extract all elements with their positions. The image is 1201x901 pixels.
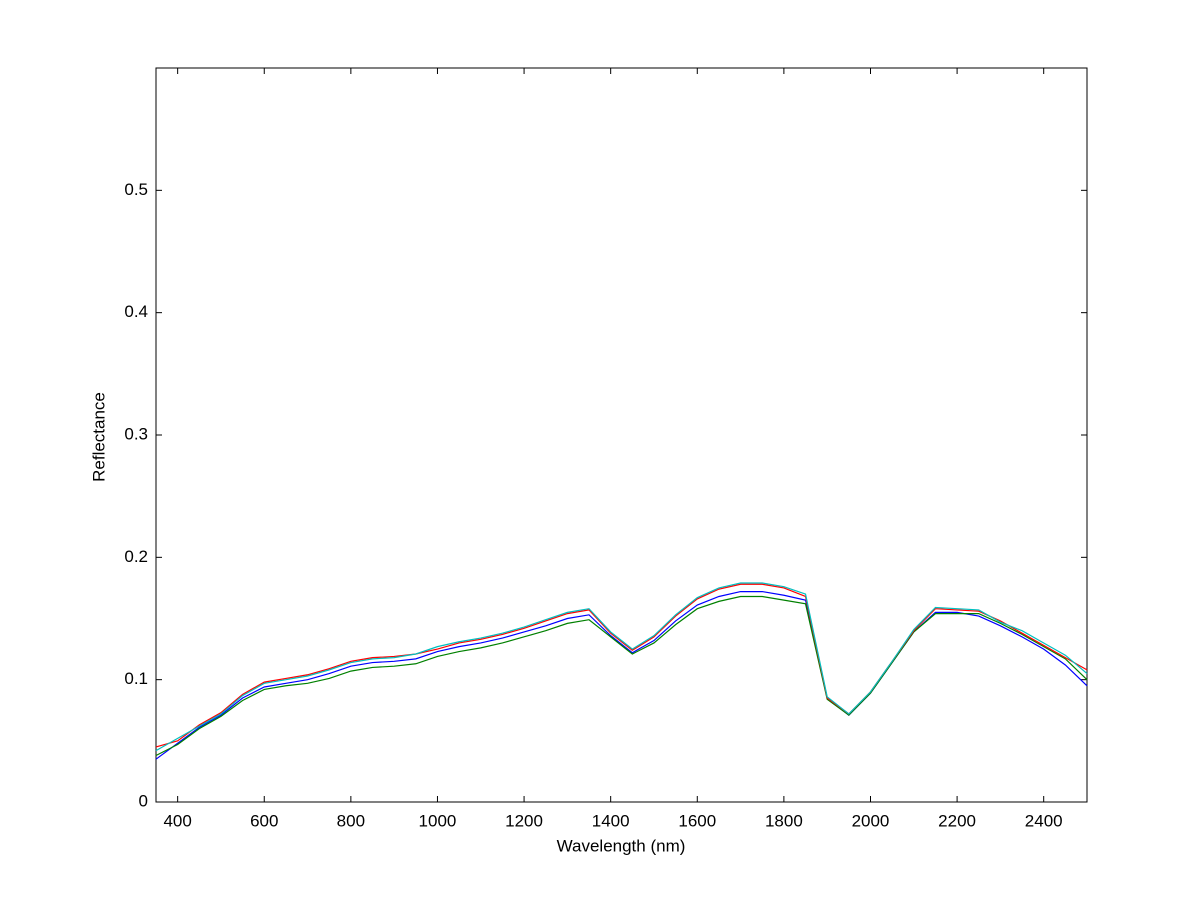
x-tick-label: 2000 bbox=[852, 811, 890, 830]
series-line bbox=[155, 590, 1088, 760]
x-tick-label: 1600 bbox=[678, 811, 716, 830]
y-tick-label: 0.2 bbox=[124, 547, 148, 566]
y-tick-label: 0.3 bbox=[124, 424, 148, 443]
y-tick-label: 0 bbox=[139, 791, 148, 810]
x-tick-label: 2400 bbox=[1025, 811, 1063, 830]
x-tick-label: 1800 bbox=[765, 811, 803, 830]
x-tick-label: 2200 bbox=[938, 811, 976, 830]
y-axis-label: Reflectance bbox=[89, 392, 108, 482]
x-tick-label: 1400 bbox=[592, 811, 630, 830]
x-tick-label: 1000 bbox=[419, 811, 457, 830]
series-line bbox=[155, 583, 1088, 748]
x-tick-label: 800 bbox=[337, 811, 365, 830]
y-tick-label: 0.5 bbox=[124, 180, 148, 199]
series-line bbox=[155, 595, 1088, 757]
series-line bbox=[155, 582, 1088, 752]
plot-area bbox=[155, 67, 1088, 803]
y-tick-label: 0.1 bbox=[124, 669, 148, 688]
y-tick-label: 0.4 bbox=[124, 302, 148, 321]
x-tick-label: 600 bbox=[250, 811, 278, 830]
x-tick-label: 400 bbox=[163, 811, 191, 830]
x-tick-label: 1200 bbox=[505, 811, 543, 830]
x-axis-label: Wavelength (nm) bbox=[557, 836, 686, 855]
